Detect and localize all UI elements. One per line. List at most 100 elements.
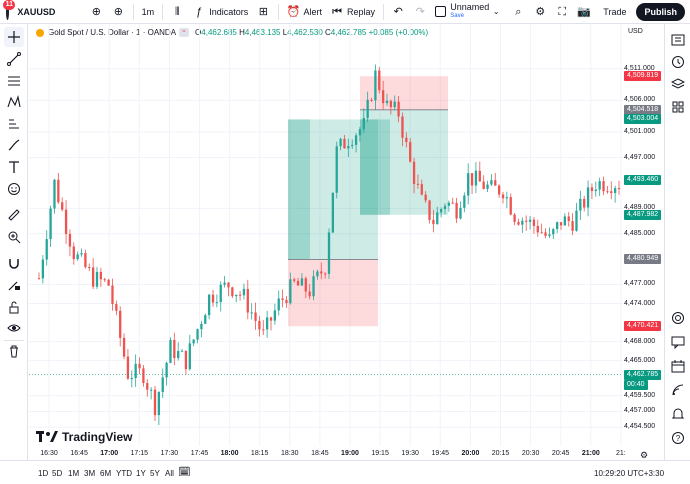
target-button[interactable] <box>670 310 686 326</box>
candle <box>200 323 203 330</box>
hotlist-button[interactable] <box>670 99 686 115</box>
settings-button[interactable]: ⚙ <box>529 0 551 24</box>
fib-retracement-icon <box>8 76 20 86</box>
forecast-tool[interactable] <box>4 114 24 134</box>
help-button[interactable]: ? <box>670 430 686 446</box>
time-tick-label: 19:30 <box>401 450 419 457</box>
candle <box>153 389 157 416</box>
icon-tool[interactable] <box>4 179 24 199</box>
interval-button[interactable]: 1m <box>141 6 155 17</box>
timezone-clock[interactable]: 10:29:20 UTC+3:30 <box>594 469 665 478</box>
gear-icon: ⚙ <box>535 5 546 18</box>
alerts-button[interactable] <box>670 54 686 70</box>
high-label: H <box>239 28 245 37</box>
price-tick-label: 4,501.000 <box>624 128 656 136</box>
publish-button[interactable]: Publish <box>636 2 685 21</box>
pattern-tool[interactable] <box>4 92 24 112</box>
replay-button[interactable]: ⏮ Replay <box>326 0 379 24</box>
price-tick-label: 4,468.000 <box>624 337 656 345</box>
notifications-button[interactable] <box>670 406 686 422</box>
layers-button[interactable] <box>670 76 686 92</box>
chart-legend: Gold Spot / U.S. Dollar · 1 · OANDA ≈ O4… <box>36 28 428 37</box>
undo-button[interactable]: ↶ <box>387 0 409 24</box>
candle <box>552 229 555 235</box>
candle <box>219 284 222 303</box>
redo-button[interactable]: ↷ <box>409 0 431 24</box>
trend-line-tool[interactable] <box>4 49 24 69</box>
user-avatar[interactable]: 11 <box>3 0 16 20</box>
symbol-search-button[interactable]: XAUUSD <box>17 6 56 17</box>
undo-icon: ↶ <box>393 5 403 18</box>
zoom-tool[interactable] <box>4 227 24 247</box>
remove-tool[interactable] <box>4 340 24 360</box>
chat-button[interactable] <box>670 334 686 350</box>
time-axis-settings-icon[interactable]: ⚙ <box>640 450 649 460</box>
candle <box>548 234 551 236</box>
snapshot-button[interactable]: 📷 <box>573 0 595 24</box>
alert-button[interactable]: ⏰ Alert <box>283 0 327 24</box>
candle <box>416 183 420 185</box>
currency-label[interactable]: USD <box>628 28 643 35</box>
templates-button[interactable]: ⊞ <box>252 0 274 24</box>
trade-button[interactable]: Trade <box>603 6 627 17</box>
range-button-6m[interactable]: 6M <box>100 469 112 478</box>
candle <box>111 285 114 305</box>
indicators-button[interactable]: ƒ Indicators <box>188 0 252 24</box>
watchlist-button[interactable] <box>670 32 686 48</box>
range-button-ytd[interactable]: YTD <box>116 469 132 478</box>
candle <box>211 294 215 303</box>
candle <box>149 389 153 391</box>
legend-title[interactable]: Gold Spot / U.S. Dollar · 1 · OANDA <box>48 28 177 37</box>
candle <box>235 294 238 297</box>
clock-icon <box>672 56 684 68</box>
range-button-3m[interactable]: 3M <box>84 469 96 478</box>
candle <box>246 288 249 313</box>
layout-menu-button[interactable]: Unnamed Save ⌄ <box>431 0 507 24</box>
range-button-1d[interactable]: 1D <box>38 469 49 478</box>
candle <box>443 205 447 210</box>
crosshair-tool[interactable] <box>4 27 24 47</box>
candle <box>517 221 520 225</box>
target-icon <box>672 312 684 324</box>
legend-ohlc: O4,462.685 H4,463.135 L4,462.530 C4,462.… <box>195 28 428 37</box>
price-tick-label: 4,465.000 <box>624 356 656 364</box>
visibility-tool[interactable] <box>4 318 24 338</box>
bottom-bar: 1D 5D 1M 3M 6M YTD 1Y 5Y All 🗓 10:29:20 UTC+3:30 <box>0 460 690 484</box>
search-icon: ⌕ <box>515 5 522 18</box>
symbol-logo-icon <box>36 28 44 37</box>
lock-tool[interactable] <box>4 297 24 317</box>
range-button-1y[interactable]: 1Y <box>136 469 146 478</box>
short-stop-zone <box>360 76 448 110</box>
price-chart[interactable] <box>29 24 623 446</box>
grid-icon <box>672 101 684 113</box>
fib-tool[interactable] <box>4 71 24 91</box>
go-to-date-icon[interactable]: 🗓 <box>178 467 191 478</box>
indicators-icon: ƒ <box>196 5 203 18</box>
chart-type-button[interactable]: ⫴ <box>166 0 188 24</box>
candle <box>308 291 311 297</box>
range-button-all[interactable]: All <box>165 469 174 478</box>
range-button-1m[interactable]: 1M <box>68 469 80 478</box>
lock-drawings-tool[interactable] <box>4 275 24 295</box>
range-button-5d[interactable]: 5D <box>52 469 63 478</box>
streams-button[interactable] <box>670 382 686 398</box>
magnet-tool[interactable] <box>4 253 24 273</box>
text-tool[interactable] <box>4 157 24 177</box>
low-label: L <box>282 28 288 37</box>
crosshair-icon <box>8 31 20 43</box>
help-icon: ? <box>672 432 684 444</box>
candle <box>474 170 478 186</box>
fullscreen-button[interactable]: ⛶ <box>551 0 573 24</box>
quick-search-button[interactable]: ⌕ <box>507 0 529 24</box>
range-button-5y[interactable]: 5Y <box>150 469 160 478</box>
long-loss-zone <box>288 259 378 327</box>
candle <box>381 90 385 104</box>
measure-tool[interactable] <box>4 205 24 225</box>
compare-add-button[interactable]: ⊕ <box>113 5 123 18</box>
unlock-icon <box>9 301 19 314</box>
add-symbol-icon[interactable]: ⊕ <box>91 5 101 18</box>
right-sidebar: ? <box>664 24 690 460</box>
brush-tool[interactable] <box>4 135 24 155</box>
chat-icon <box>671 336 685 349</box>
calendar-button[interactable] <box>670 358 686 374</box>
